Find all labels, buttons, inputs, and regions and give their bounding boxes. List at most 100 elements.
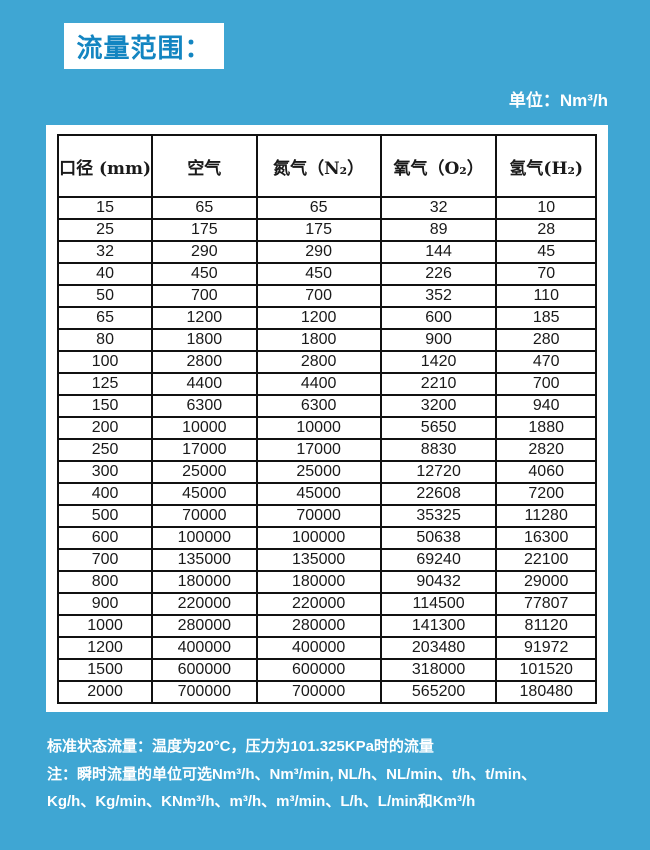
table-cell: 110 [495,284,597,308]
table-cell: 11280 [495,504,597,528]
table-cell: 600000 [255,658,382,682]
table-cell: 17000 [255,438,382,462]
table-row: 40 450 450 226 70 [56,262,597,286]
note-standard-condition: 标准状态流量：温度为20°C，压力为101.325KPa时的流量 [47,738,434,755]
table-row: 900 220000 220000 114500 77807 [56,592,597,616]
table-cell: 25000 [151,460,258,484]
table-cell: 700 [151,284,258,308]
table-cell: 280 [495,328,597,352]
table-cell: 2000 [56,680,154,704]
table-cell: 3200 [379,394,498,418]
table-header-row: 口径 (mm) 空气 氮气（N₂） 氧气（O₂） 氢气(H₂) [56,134,597,198]
table-cell: 100000 [151,526,258,550]
table-row: 700 135000 135000 69240 22100 [56,548,597,572]
table-cell: 700 [255,284,382,308]
table-row: 100 2800 2800 1420 470 [56,350,597,374]
table-cell: 250 [56,438,154,462]
table-row: 50 700 700 352 110 [56,284,597,308]
table-cell: 65 [56,306,154,330]
table-cell: 290 [151,240,258,264]
table-cell: 900 [379,328,498,352]
table-row: 1000 280000 280000 141300 81120 [56,614,597,638]
table-cell: 180000 [255,570,382,594]
table-cell: 6300 [255,394,382,418]
table-cell: 70 [495,262,597,286]
table-cell: 565200 [379,680,498,704]
page-title: 流量范围： [76,32,212,63]
table-cell: 1420 [379,350,498,374]
table-cell: 400000 [255,636,382,660]
table-cell: 1800 [151,328,258,352]
table-cell: 16300 [495,526,597,550]
table-cell: 180480 [495,680,597,704]
table-row: 150 6300 6300 3200 940 [56,394,597,418]
table-cell: 318000 [379,658,498,682]
table-cell: 280000 [151,614,258,638]
table-cell: 6300 [151,394,258,418]
table-cell: 114500 [379,592,498,616]
flow-table-body: 15 65 65 32 10 25 175 175 89 28 32 290 290 144 45 40 450… [56,196,597,704]
table-cell: 175 [255,218,382,242]
table-cell: 450 [255,262,382,286]
table-cell: 500 [56,504,154,528]
footnotes: 标准状态流量：温度为20°C，压力为101.325KPa时的流量 注：瞬时流量的… [47,733,617,816]
table-row: 400 45000 45000 22608 7200 [56,482,597,506]
table-cell: 280000 [255,614,382,638]
table-row: 200 10000 10000 5650 1880 [56,416,597,440]
table-cell: 50 [56,284,154,308]
table-cell: 25000 [255,460,382,484]
table-cell: 1000 [56,614,154,638]
table-cell: 77807 [495,592,597,616]
table-cell: 2210 [379,372,498,396]
table-row: 1500 600000 600000 318000 101520 [56,658,597,682]
table-cell: 141300 [379,614,498,638]
table-cell: 135000 [255,548,382,572]
table-cell: 80 [56,328,154,352]
table-cell: 400 [56,482,154,506]
table-cell: 135000 [151,548,258,572]
table-cell: 35325 [379,504,498,528]
table-cell: 81120 [495,614,597,638]
flow-table-container: 口径 (mm) 空气 氮气（N₂） 氧气（O₂） 氢气(H₂) 15 65 65 32… [46,125,608,712]
table-cell: 8830 [379,438,498,462]
table-cell: 450 [151,262,258,286]
header-cell-diameter: 口径 (mm) [56,134,154,198]
table-row: 800 180000 180000 90432 29000 [56,570,597,594]
table-cell: 65 [151,196,258,220]
table-cell: 10000 [151,416,258,440]
table-cell: 180000 [151,570,258,594]
table-cell: 150 [56,394,154,418]
table-cell: 4060 [495,460,597,484]
table-cell: 1880 [495,416,597,440]
table-cell: 2800 [255,350,382,374]
table-row: 125 4400 4400 2210 700 [56,372,597,396]
table-cell: 40 [56,262,154,286]
table-cell: 2800 [151,350,258,374]
header-cell-air: 空气 [151,134,258,198]
table-cell: 220000 [255,592,382,616]
table-cell: 940 [495,394,597,418]
table-cell: 32 [379,196,498,220]
table-row: 80 1800 1800 900 280 [56,328,597,352]
table-cell: 90432 [379,570,498,594]
table-cell: 470 [495,350,597,374]
table-cell: 1800 [255,328,382,352]
table-cell: 17000 [151,438,258,462]
unit-label: 单位：Nm³/h [508,91,608,110]
table-cell: 220000 [151,592,258,616]
table-cell: 800 [56,570,154,594]
table-cell: 4400 [151,372,258,396]
table-cell: 50638 [379,526,498,550]
table-cell: 29000 [495,570,597,594]
table-cell: 185 [495,306,597,330]
table-cell: 600000 [151,658,258,682]
table-cell: 125 [56,372,154,396]
table-cell: 70000 [151,504,258,528]
table-cell: 25 [56,218,154,242]
note-units-line1: 注：瞬时流量的单位可选Nm³/h、Nm³/min, NL/h、NL/min、t/… [47,765,537,783]
table-cell: 1200 [56,636,154,660]
page-title-box: 流量范围： [64,23,224,69]
table-row: 1200 400000 400000 203480 91972 [56,636,597,660]
table-cell: 352 [379,284,498,308]
table-cell: 300 [56,460,154,484]
